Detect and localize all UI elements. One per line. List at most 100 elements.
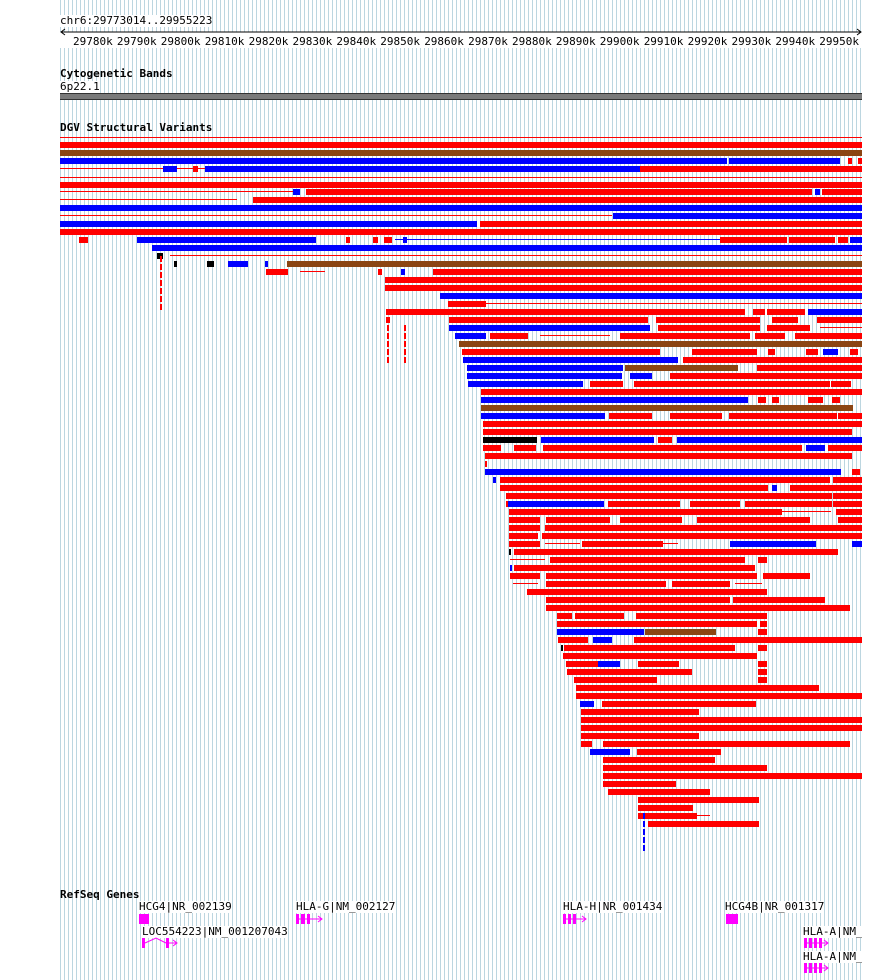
dgv-variant[interactable] <box>581 741 592 747</box>
dgv-variant[interactable] <box>768 349 775 355</box>
dgv-variant[interactable] <box>574 677 657 683</box>
dgv-variant-span[interactable] <box>545 543 580 544</box>
dgv-variant[interactable] <box>506 493 832 499</box>
dgv-variant-span[interactable] <box>395 239 720 240</box>
dgv-variant-mark[interactable] <box>160 304 162 310</box>
dgv-variant[interactable] <box>656 317 760 323</box>
dgv-variant-mark[interactable] <box>160 296 162 302</box>
dgv-variant[interactable] <box>625 365 738 371</box>
dgv-variant[interactable] <box>580 701 594 707</box>
dgv-variant[interactable] <box>638 805 693 811</box>
dgv-variant[interactable] <box>757 365 862 371</box>
dgv-variant[interactable] <box>137 237 316 243</box>
dgv-variant[interactable] <box>483 421 862 427</box>
dgv-variant[interactable] <box>386 309 745 315</box>
dgv-variant-mark[interactable] <box>404 349 406 355</box>
dgv-variant[interactable] <box>836 509 862 515</box>
dgv-variant[interactable] <box>758 661 767 667</box>
dgv-variant[interactable] <box>620 517 682 523</box>
dgv-variant[interactable] <box>463 357 678 363</box>
dgv-variant[interactable] <box>609 413 652 419</box>
dgv-variant[interactable] <box>852 469 860 475</box>
dgv-variant[interactable] <box>449 325 650 331</box>
dgv-variant[interactable] <box>755 333 785 339</box>
dgv-variant[interactable] <box>833 501 862 507</box>
dgv-variant[interactable] <box>542 533 862 539</box>
dgv-variant[interactable] <box>346 237 350 243</box>
dgv-variant[interactable] <box>852 541 862 547</box>
dgv-variant[interactable] <box>253 197 862 203</box>
dgv-variant[interactable] <box>729 413 837 419</box>
dgv-variant[interactable] <box>767 325 810 331</box>
dgv-variant[interactable] <box>448 301 486 307</box>
dgv-variant[interactable] <box>677 437 862 443</box>
dgv-variant[interactable] <box>557 621 757 627</box>
dgv-variant[interactable] <box>468 381 583 387</box>
dgv-variant[interactable] <box>772 397 779 403</box>
dgv-variant[interactable] <box>459 341 862 347</box>
dgv-variant[interactable] <box>385 277 862 283</box>
dgv-variant-mark[interactable] <box>387 333 389 339</box>
dgv-variant[interactable] <box>795 333 862 339</box>
dgv-variant[interactable] <box>481 389 862 395</box>
dgv-variant[interactable] <box>720 237 787 243</box>
dgv-variant[interactable] <box>645 629 716 635</box>
dgv-variant[interactable] <box>509 549 511 555</box>
dgv-variant[interactable] <box>758 677 767 683</box>
dgv-variant-span[interactable] <box>60 191 300 192</box>
dgv-variant[interactable] <box>462 349 660 355</box>
dgv-variant[interactable] <box>509 509 782 515</box>
dgv-variant[interactable] <box>485 469 841 475</box>
dgv-variant-mark[interactable] <box>404 357 406 363</box>
dgv-variant[interactable] <box>603 773 862 779</box>
dgv-variant[interactable] <box>490 333 528 339</box>
dgv-variant[interactable] <box>822 189 862 195</box>
gene-label-hla-h[interactable]: HLA-H|NR_001434 <box>563 900 663 913</box>
dgv-variant[interactable] <box>758 557 767 563</box>
dgv-variant-mark[interactable] <box>160 256 162 262</box>
ruler-axis[interactable] <box>60 28 862 36</box>
dgv-variant[interactable] <box>638 797 759 803</box>
dgv-variant[interactable] <box>817 317 862 323</box>
dgv-variant[interactable] <box>603 765 767 771</box>
dgv-variant[interactable] <box>483 445 501 451</box>
dgv-variant[interactable] <box>838 237 848 243</box>
dgv-variant[interactable] <box>440 293 862 299</box>
dgv-variant-mark[interactable] <box>387 325 389 331</box>
dgv-variant[interactable] <box>608 501 680 507</box>
dgv-variant[interactable] <box>833 477 862 483</box>
dgv-variant[interactable] <box>373 237 378 243</box>
dgv-variant[interactable] <box>590 381 623 387</box>
cytoband-bar[interactable] <box>60 93 862 100</box>
gene-glyph-hla-a-2[interactable] <box>804 962 830 974</box>
dgv-variant-mark[interactable] <box>160 288 162 294</box>
dgv-variant[interactable] <box>640 166 862 172</box>
dgv-variant[interactable] <box>832 397 840 403</box>
dgv-variant[interactable] <box>790 485 862 491</box>
dgv-variant[interactable] <box>550 557 745 563</box>
dgv-variant[interactable] <box>575 613 624 619</box>
dgv-variant-span[interactable] <box>60 177 862 178</box>
dgv-variant[interactable] <box>265 261 268 267</box>
dgv-variant[interactable] <box>848 158 852 164</box>
dgv-variant[interactable] <box>636 613 767 619</box>
dgv-variant[interactable] <box>546 605 850 611</box>
dgv-variant-span[interactable] <box>486 303 862 304</box>
dgv-variant[interactable] <box>557 629 644 635</box>
dgv-variant[interactable] <box>493 477 496 483</box>
dgv-variant[interactable] <box>608 789 710 795</box>
dgv-variant-span[interactable] <box>510 559 545 560</box>
dgv-variant[interactable] <box>60 158 727 164</box>
dgv-variant-mark[interactable] <box>643 845 645 851</box>
gene-label-hla-a-2[interactable]: HLA-A|NM_002116 <box>803 951 862 963</box>
dgv-variant[interactable] <box>690 501 740 507</box>
dgv-variant[interactable] <box>581 709 699 715</box>
dgv-variant[interactable] <box>509 517 540 523</box>
dgv-variant-span[interactable] <box>663 543 678 544</box>
dgv-variant-mark[interactable] <box>160 272 162 278</box>
gene-label-hla-g[interactable]: HLA-G|NM_002127 <box>296 900 396 913</box>
dgv-variant[interactable] <box>514 549 838 555</box>
dgv-variant-mark[interactable] <box>404 333 406 339</box>
dgv-variant-mark[interactable] <box>160 264 162 270</box>
dgv-variant[interactable] <box>481 413 605 419</box>
